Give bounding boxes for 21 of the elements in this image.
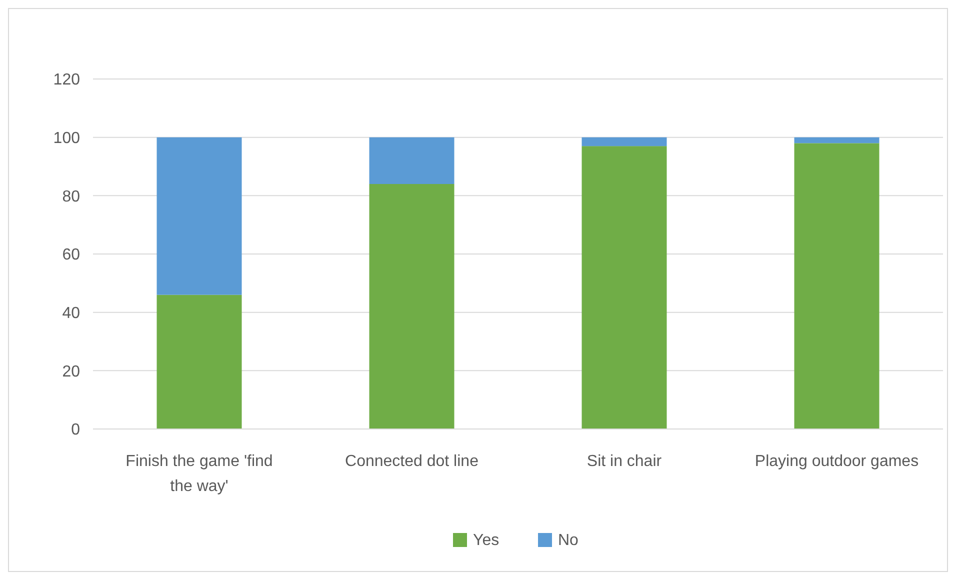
y-tick-label: 40 (62, 304, 80, 322)
x-tick-label: Finish the game 'find the way' (126, 453, 273, 495)
legend-label: Yes (473, 532, 500, 549)
y-tick-label: 120 (53, 72, 80, 89)
bar (794, 137, 880, 144)
x-tick-label: Sit in chair (586, 453, 662, 470)
y-tick-label: 100 (53, 130, 80, 147)
bar (156, 294, 242, 429)
bar (794, 143, 880, 429)
bar (369, 137, 454, 184)
bar (582, 146, 667, 429)
bar (582, 137, 667, 146)
legend-label: No (558, 532, 579, 549)
x-tick-label: Playing outdoor games (754, 453, 919, 470)
y-tick-label: 0 (71, 422, 80, 439)
y-tick-label: 20 (62, 363, 80, 380)
bar (369, 184, 454, 429)
y-tick-label: 60 (62, 246, 80, 264)
x-tick-label: Connected dot line (345, 453, 479, 470)
bar (156, 137, 242, 295)
y-tick-label: 80 (62, 188, 80, 206)
